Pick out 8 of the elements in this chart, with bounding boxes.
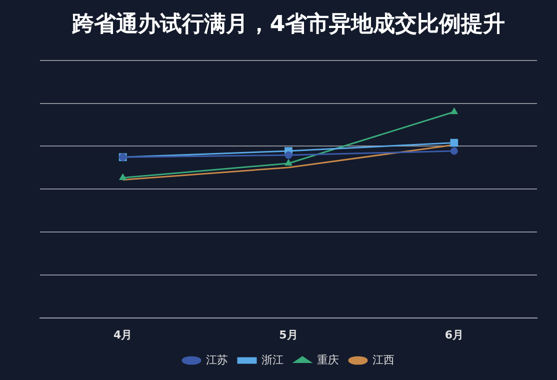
x-tick-label: 4月 [114,328,132,342]
chart-title: 跨省通办试行满月，4省市异地成交比例提升 [70,10,506,37]
x-tick-label: 5月 [279,328,298,342]
legend-label: 浙江 [262,353,284,366]
legend-label: 江西 [372,353,394,366]
legend-label: 江苏 [206,353,228,366]
legend-label: 重庆 [317,353,339,366]
x-tick-label: 6月 [444,328,464,342]
